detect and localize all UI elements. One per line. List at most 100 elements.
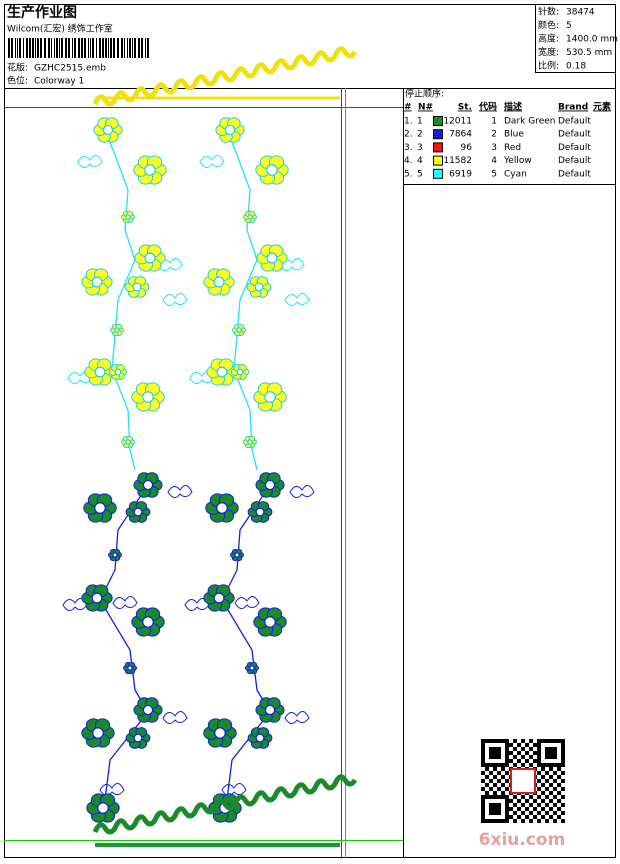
- row-needle: 4: [417, 156, 423, 166]
- bar: [132, 38, 133, 58]
- qr-module: [541, 799, 545, 803]
- qr-module: [497, 751, 501, 755]
- qr-module: [481, 739, 485, 743]
- qr-module: [549, 755, 553, 759]
- leaf: [289, 485, 315, 498]
- qr-module: [481, 787, 485, 791]
- qr-module: [533, 807, 537, 811]
- row-index: 5.: [404, 169, 413, 179]
- qr-module: [489, 751, 493, 755]
- qr-module: [525, 759, 529, 763]
- qr-module: [537, 771, 541, 775]
- qr-module: [489, 747, 493, 751]
- leaf: [162, 711, 188, 724]
- qr-module: [493, 767, 497, 771]
- flower-center: [266, 252, 278, 264]
- leaf: [199, 155, 225, 168]
- qr-module: [545, 795, 549, 799]
- bar: [108, 38, 109, 58]
- qr-module: [485, 783, 489, 787]
- qr-module: [553, 763, 557, 767]
- bottom-border: [92, 774, 358, 835]
- column-header: 元素: [593, 101, 611, 113]
- design-label: 花版:: [7, 62, 28, 74]
- qr-module: [537, 763, 541, 767]
- qr-module: [505, 779, 509, 783]
- row-description: Blue: [504, 130, 524, 140]
- row-stitches: 11582: [443, 156, 472, 166]
- bar: [44, 38, 46, 58]
- bar: [59, 38, 60, 58]
- qr-module: [549, 751, 553, 755]
- qr-module: [537, 743, 541, 747]
- row-code: 4: [491, 156, 497, 166]
- row-brand: Default: [558, 156, 591, 166]
- flower-center: [247, 439, 253, 445]
- qr-module: [529, 747, 533, 751]
- qr-module: [513, 819, 517, 823]
- qr-module: [557, 767, 561, 771]
- qr-module: [553, 787, 557, 791]
- flower-center: [216, 502, 228, 514]
- qr-module: [489, 763, 493, 767]
- bar: [102, 38, 104, 58]
- qr-module: [533, 743, 537, 747]
- qr-module: [557, 775, 561, 779]
- bar: [141, 38, 143, 58]
- qr-module: [493, 755, 497, 759]
- row-stitches: 96: [461, 143, 473, 153]
- flower-center: [144, 252, 156, 264]
- stats-box: [535, 4, 616, 73]
- qr-module: [513, 739, 517, 743]
- qr-module: [529, 755, 533, 759]
- qr-module: [481, 743, 485, 747]
- row-stitches: 7864: [449, 130, 472, 140]
- stop-title: 停止顺序:: [405, 88, 444, 100]
- qr-module: [521, 739, 525, 743]
- qr-module: [489, 755, 493, 759]
- qr-module: [493, 775, 497, 779]
- qr-module: [505, 743, 509, 747]
- qr-module: [497, 763, 501, 767]
- bar: [17, 38, 18, 58]
- qr-module: [481, 811, 485, 815]
- qr-module: [553, 803, 557, 807]
- qr-module: [505, 799, 509, 803]
- qr-module: [481, 795, 485, 799]
- qr-module: [561, 779, 565, 783]
- leaf: [279, 258, 305, 271]
- column-header: 描述: [504, 101, 522, 113]
- qr-module: [533, 751, 537, 755]
- row-index: 2.: [404, 130, 413, 140]
- qr-module: [533, 759, 537, 763]
- row-needle: 1: [417, 117, 423, 127]
- bar: [105, 38, 107, 58]
- qr-module: [549, 775, 553, 779]
- leaf: [162, 293, 188, 306]
- flower-center: [224, 124, 236, 136]
- qr-module: [537, 803, 541, 807]
- bar: [8, 38, 10, 58]
- bar: [121, 38, 123, 58]
- qr-module: [545, 763, 549, 767]
- qr-module: [541, 807, 545, 811]
- bar: [110, 38, 112, 58]
- bar: [51, 38, 52, 58]
- flower-center: [254, 282, 264, 292]
- qr-module: [489, 819, 493, 823]
- qr-module: [497, 819, 501, 823]
- qr-module: [493, 811, 497, 815]
- qr-module: [485, 739, 489, 743]
- flower-center: [213, 592, 225, 604]
- qr-module: [505, 803, 509, 807]
- bar: [72, 38, 73, 58]
- qr-module: [505, 755, 509, 759]
- flower-center: [142, 391, 154, 403]
- qr-module: [509, 743, 513, 747]
- qr-module: [485, 775, 489, 779]
- column-header: N#: [418, 103, 433, 113]
- row-code: 3: [491, 143, 497, 153]
- leaf: [284, 711, 310, 724]
- qr-module: [545, 771, 549, 775]
